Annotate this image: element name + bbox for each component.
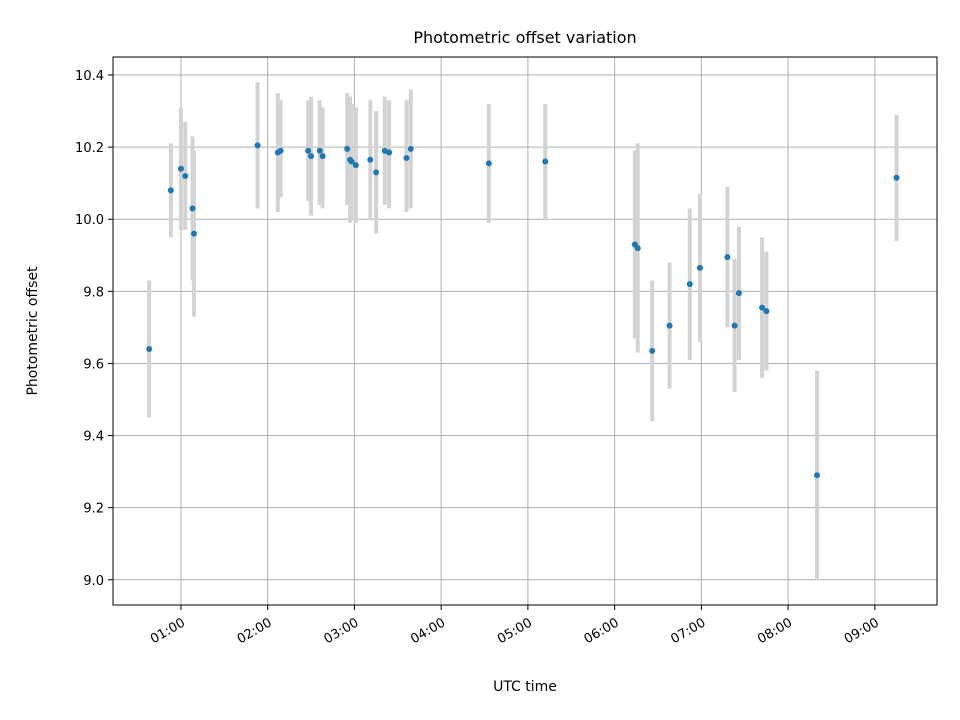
data-point — [189, 205, 196, 212]
data-point — [686, 281, 693, 288]
x-tick-label: 04:00 — [408, 615, 448, 647]
y-tick-label: 9.8 — [83, 285, 104, 300]
y-tick-label: 10.2 — [75, 141, 104, 156]
data-point — [735, 290, 742, 297]
data-point — [254, 142, 261, 149]
data-point — [485, 160, 492, 167]
x-tick-label: 06:00 — [582, 615, 622, 647]
data-point — [724, 254, 731, 261]
data-point — [542, 158, 549, 165]
x-tick-label: 08:00 — [755, 615, 795, 647]
data-point — [893, 174, 900, 181]
data-point — [666, 322, 673, 329]
data-point — [386, 149, 393, 156]
data-point — [763, 308, 770, 315]
y-tick-label: 9.4 — [83, 430, 104, 445]
data-point — [367, 156, 374, 163]
chart-title: Photometric offset variation — [413, 28, 636, 47]
x-tick-label: 03:00 — [321, 615, 361, 647]
data-point — [696, 264, 703, 271]
data-point — [352, 162, 359, 169]
x-tick-label: 01:00 — [148, 615, 188, 647]
data-point — [634, 245, 641, 252]
y-tick-label: 10.0 — [75, 213, 104, 228]
data-point — [308, 153, 315, 160]
errorbar-layer — [147, 82, 899, 580]
grid-layer — [113, 57, 937, 605]
data-point — [146, 346, 153, 353]
data-point — [167, 187, 174, 194]
x-tick-label: 07:00 — [668, 615, 708, 647]
data-point — [407, 145, 414, 152]
data-point — [373, 169, 380, 176]
data-point — [814, 472, 821, 479]
data-point — [759, 304, 766, 311]
y-axis-label: Photometric offset — [25, 266, 41, 396]
x-tick-label: 05:00 — [495, 615, 535, 647]
y-tick-label: 9.0 — [83, 574, 104, 589]
data-point — [731, 322, 738, 329]
data-point — [403, 154, 410, 161]
point-layer — [146, 142, 900, 479]
data-point — [344, 145, 351, 152]
data-point — [649, 347, 656, 354]
plot-frame — [112, 56, 938, 606]
data-point — [348, 158, 355, 165]
data-point — [305, 147, 312, 154]
y-tick-label: 9.6 — [83, 357, 104, 372]
data-point — [316, 147, 323, 154]
x-tick-label: 09:00 — [842, 615, 882, 647]
data-point — [182, 172, 189, 179]
x-tick-label: 02:00 — [235, 615, 275, 647]
data-point — [177, 165, 184, 172]
data-point — [277, 147, 284, 154]
data-point — [190, 230, 197, 237]
x-axis-label: UTC time — [493, 679, 557, 695]
y-tick-label: 10.4 — [75, 69, 104, 84]
data-point — [319, 153, 326, 160]
y-tick-label: 9.2 — [83, 502, 104, 517]
